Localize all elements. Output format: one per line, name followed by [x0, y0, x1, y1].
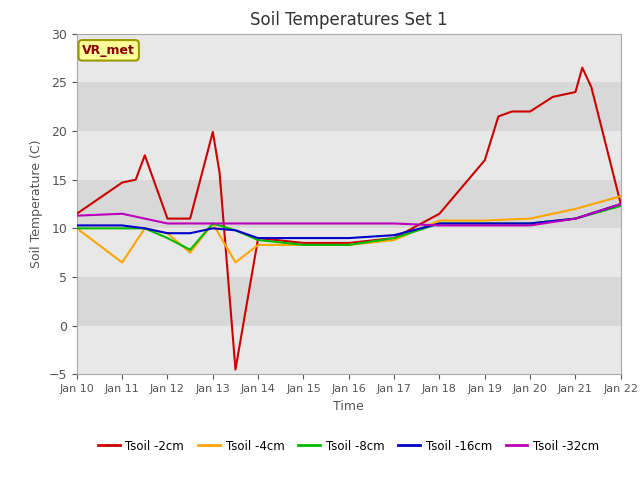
Bar	[77, 131, 621, 180]
Text: VR_met: VR_met	[82, 44, 135, 57]
X-axis label: Time: Time	[333, 400, 364, 413]
Title: Soil Temperatures Set 1: Soil Temperatures Set 1	[250, 11, 447, 29]
Bar	[77, 34, 621, 82]
Y-axis label: Soil Temperature (C): Soil Temperature (C)	[30, 140, 43, 268]
Bar	[77, 326, 621, 374]
Legend: Tsoil -2cm, Tsoil -4cm, Tsoil -8cm, Tsoil -16cm, Tsoil -32cm: Tsoil -2cm, Tsoil -4cm, Tsoil -8cm, Tsoi…	[93, 435, 604, 457]
Bar	[77, 228, 621, 277]
